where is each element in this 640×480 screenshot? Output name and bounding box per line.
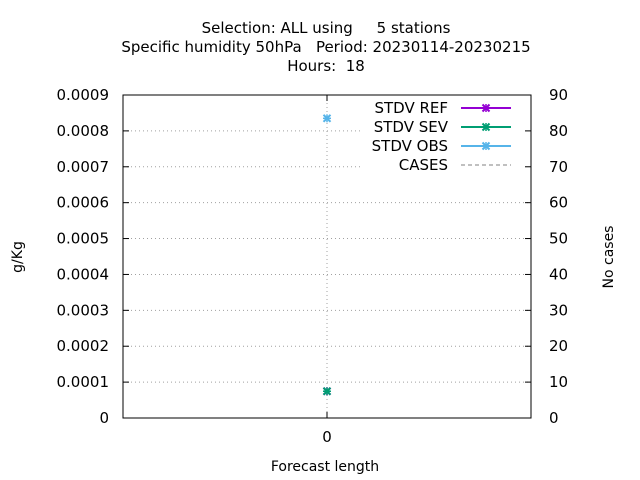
y-tick-label: 0.0003	[57, 301, 110, 319]
legend-label: STDV SEV	[374, 118, 449, 136]
y2-tick-label: 0	[549, 409, 559, 427]
y2-tick-label: 50	[549, 230, 568, 248]
y-tick-label: 0.0008	[57, 122, 110, 140]
legend-label: CASES	[399, 156, 448, 174]
y-tick-label: 0.0004	[57, 265, 110, 283]
y-tick-label: 0.0005	[57, 230, 110, 248]
legend-label: STDV OBS	[372, 137, 448, 155]
x-tick-label: 0	[322, 428, 332, 446]
series-stdv-obs	[322, 114, 332, 123]
y-tick-label: 0.0009	[57, 86, 110, 104]
chart-title: Selection: ALL using 5 stationsSpecific …	[121, 19, 530, 75]
y-tick-label: 0	[99, 409, 109, 427]
y2-tick-label: 10	[549, 373, 568, 391]
axis-ticks: 0 0.0001 0.0002 0.0003 0.0004 0.0005 0.0006 0.0…	[57, 86, 569, 446]
plot-area	[122, 94, 532, 419]
series-stdv-sev	[322, 387, 332, 396]
y2-tick-label: 40	[549, 265, 568, 283]
legend-sample	[461, 103, 511, 113]
series	[322, 114, 332, 396]
data-point	[322, 387, 332, 396]
y-tick-label: 0.0006	[57, 194, 110, 212]
legend-marker	[481, 122, 491, 132]
legend-marker	[481, 103, 491, 113]
title-line: Selection: ALL using 5 stations	[202, 19, 451, 37]
y2-axis-label: No cases	[601, 226, 617, 289]
legend-label: STDV REF	[374, 99, 448, 117]
y2-tick-label: 20	[549, 337, 568, 355]
y2-tick-label: 30	[549, 301, 568, 319]
legend-marker	[481, 141, 491, 151]
y2-tick-label: 90	[549, 86, 568, 104]
y-tick-label: 0.0007	[57, 158, 110, 176]
data-point	[322, 114, 332, 123]
y2-tick-label: 60	[549, 194, 568, 212]
legend-sample	[461, 141, 511, 151]
y-axis-label: g/Kg	[10, 241, 26, 273]
title-line: Hours: 18	[287, 57, 365, 75]
x-axis-label: Forecast length	[271, 459, 379, 475]
grid	[123, 95, 531, 418]
y-tick-label: 0.0001	[57, 373, 110, 391]
y2-tick-label: 80	[549, 122, 568, 140]
title-line: Specific humidity 50hPa Period: 20230114…	[121, 38, 530, 56]
legend-sample	[461, 122, 511, 132]
y2-tick-label: 70	[549, 158, 568, 176]
y-tick-label: 0.0002	[57, 337, 110, 355]
